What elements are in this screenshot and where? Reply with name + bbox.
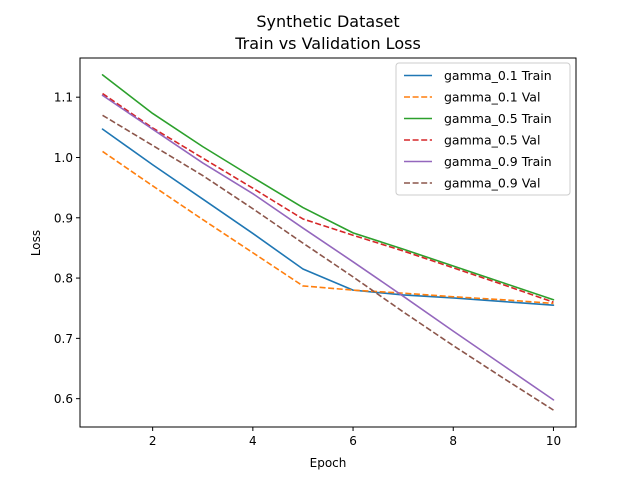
legend-label: gamma_0.5 Val [444, 133, 540, 148]
y-tick-label: 0.7 [54, 332, 73, 346]
series-line-gamma-0-1-val [102, 150, 554, 305]
y-tick-label: 1.0 [54, 151, 73, 165]
chart-subtitle: Train vs Validation Loss [234, 34, 421, 53]
x-tick-label: 10 [546, 434, 561, 448]
series-line-gamma-0-1-train [101, 128, 555, 307]
y-tick-label: 1.1 [54, 91, 73, 105]
series-line-gamma-0-5-train [101, 74, 555, 301]
legend-label: gamma_0.9 Train [444, 154, 552, 169]
legend: gamma_0.1 Train gamma_0.1 Val gamma_0.5 Tr… [395, 62, 571, 196]
series-line-gamma-0-9-val [102, 114, 554, 411]
legend-label: gamma_0.5 Train [444, 111, 552, 126]
legend-label: gamma_0.1 Train [444, 68, 552, 83]
y-tick-label: 0.8 [54, 272, 73, 286]
series-line-gamma-0-5-val [102, 92, 554, 303]
legend-label: gamma_0.1 Val [444, 90, 540, 105]
chart-title: Synthetic Dataset [256, 12, 399, 31]
y-axis: 0.6 0.7 0.8 0.9 1.0 1.1 [54, 91, 80, 406]
x-tick-label: 6 [349, 434, 357, 448]
x-tick-label: 4 [249, 434, 257, 448]
plot-frame [79, 57, 577, 428]
x-tick-label: 2 [149, 434, 157, 448]
x-axis: 2 4 6 8 10 [149, 427, 561, 448]
x-axis-label: Epoch [310, 456, 347, 470]
y-axis-label: Loss [29, 230, 43, 256]
series-line-gamma-0-9-train [101, 94, 555, 401]
plot-lines [101, 74, 555, 411]
legend-label: gamma_0.9 Val [444, 176, 540, 191]
legend-box [395, 62, 571, 196]
y-tick-label: 0.6 [54, 392, 73, 406]
x-tick-label: 8 [449, 434, 457, 448]
y-tick-label: 0.9 [54, 211, 73, 225]
